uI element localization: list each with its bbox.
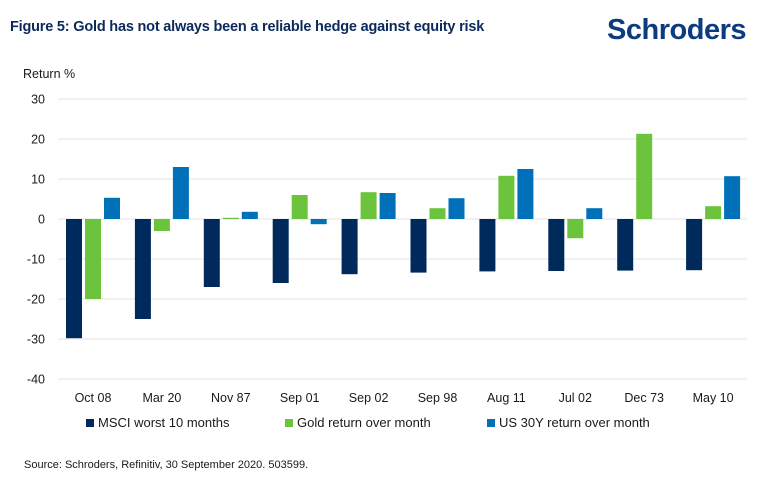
legend-label-us30y: US 30Y return over month [499,415,650,430]
bar-us30y [104,197,120,219]
bar-msci [617,219,634,271]
bar-us30y [586,208,603,219]
bar-us30y [379,193,396,219]
legend-swatch-us30y [487,418,495,427]
legend-swatch-msci [86,418,94,427]
chart-title: Figure 5: Gold has not always been a rel… [10,19,485,35]
x-tick-labels: Oct 08 Mar 20 Nov 87 Sep 01 Sep 02 Sep 98 Aug … [75,391,734,405]
x-tick-label: Jul 02 [559,391,592,405]
legend-label-gold: Gold return over month [297,415,431,430]
y-tick-label: 30 [31,93,45,107]
bar-gold [222,217,239,219]
bar-msci [66,219,82,339]
bar-gold [85,219,101,299]
y-tick-label: -30 [27,333,45,347]
bar-gold [636,133,653,219]
bar-us30y [517,169,534,219]
bar-us30y [448,198,465,219]
bar-gold [429,208,446,219]
y-tick-label: 0 [38,213,45,227]
bar-us30y [241,211,258,219]
y-tick-labels: 30 20 10 0 -10 -20 -30 -40 [27,93,45,387]
x-tick-label: Aug 11 [487,391,526,405]
legend-label-msci: MSCI worst 10 months [98,415,230,430]
legend-item-gold: Gold return over month [285,415,431,430]
legend-item-us30y: US 30Y return over month [487,415,650,430]
bar-gold [498,175,515,219]
bar-gold [567,219,584,239]
source-note: Source: Schroders, Refinitiv, 30 Septemb… [24,459,309,471]
y-tick-label: -20 [27,293,45,307]
y-tick-label: -40 [27,373,45,387]
y-tick-label: 20 [31,133,45,147]
bars [66,133,741,339]
bar-us30y [724,176,741,219]
bar-us30y [310,219,327,225]
bar-gold [705,206,722,219]
y-tick-label: -10 [27,253,45,267]
y-axis-label: Return % [23,67,76,81]
x-tick-label: Nov 87 [211,391,251,405]
schroders-logo: Schroders [607,14,746,46]
bar-msci [479,219,496,272]
bar-gold [360,192,377,219]
bar-msci [686,219,703,271]
legend-swatch-gold [285,418,293,427]
bar-msci [272,219,289,283]
y-tick-label: 10 [31,173,45,187]
bar-msci [134,219,151,319]
bar-msci [410,219,427,273]
legend-item-msci: MSCI worst 10 months [86,415,230,430]
x-tick-label: Mar 20 [142,391,181,405]
bar-gold [291,195,308,219]
x-tick-label: Sep 98 [418,391,458,405]
bar-msci [548,219,565,271]
x-tick-label: Oct 08 [75,391,112,405]
bar-gold [153,219,170,231]
bar-chart: 30 20 10 0 -10 -20 -30 -40 Oct 08 Mar 20 Nov 87 Se… [27,93,747,405]
x-tick-label: Sep 01 [280,391,320,405]
bar-msci [203,219,220,287]
x-tick-label: Dec 73 [624,391,664,405]
bar-msci [341,219,358,275]
x-tick-label: Sep 02 [349,391,389,405]
bar-us30y [172,167,189,219]
x-tick-label: May 10 [693,391,734,405]
